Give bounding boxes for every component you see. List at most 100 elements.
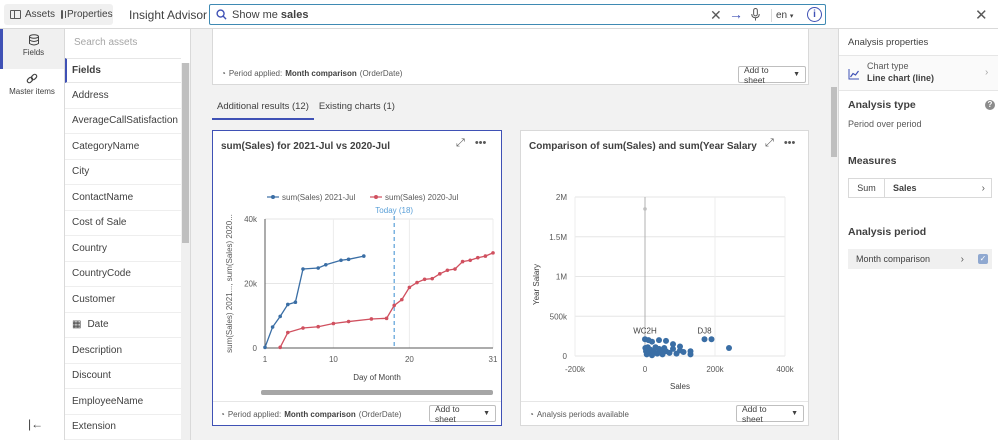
properties-button[interactable]: Properties bbox=[55, 4, 113, 25]
results-tabs: Additional results (12) Existing charts … bbox=[212, 95, 400, 120]
card-actions: ⤢ ••• bbox=[456, 137, 486, 150]
add-to-sheet-button[interactable]: Add to sheet ▼ bbox=[429, 403, 496, 424]
microphone-icon[interactable] bbox=[750, 8, 761, 21]
field-item[interactable]: Discount bbox=[65, 364, 181, 389]
chevron-right-icon[interactable]: › bbox=[960, 253, 964, 265]
period-applied-line: ◔ Period applied: Month comparison (Orde… bbox=[220, 410, 401, 419]
help-icon[interactable]: ? bbox=[985, 100, 995, 110]
data-point bbox=[726, 345, 732, 352]
legend-swatch-dot bbox=[374, 195, 378, 199]
expand-icon[interactable]: ⤢ bbox=[765, 137, 774, 149]
data-point bbox=[680, 349, 687, 356]
rail-master-items[interactable]: Master items bbox=[0, 71, 64, 111]
chevron-down-icon: ▼ bbox=[483, 410, 490, 417]
data-point bbox=[286, 302, 290, 307]
main-scrollbar[interactable] bbox=[830, 29, 838, 440]
add-to-sheet-button[interactable]: Add to sheet ▼ bbox=[736, 404, 804, 424]
language-select[interactable]: en ▾ bbox=[771, 9, 805, 22]
data-point bbox=[331, 321, 336, 326]
x-tick-label: 400k bbox=[776, 365, 794, 374]
period-value: Month comparison bbox=[285, 69, 357, 78]
data-point bbox=[407, 285, 412, 290]
add-to-sheet-label: Add to sheet bbox=[435, 403, 460, 424]
field-item[interactable]: ContactName bbox=[65, 185, 181, 211]
assets-button[interactable]: Assets bbox=[4, 4, 62, 25]
card-footer: ◔ Period applied: Month comparison (Orde… bbox=[213, 401, 501, 425]
card-actions: ⤢ ••• bbox=[765, 137, 795, 150]
info-icon[interactable]: i bbox=[807, 7, 822, 22]
y-tick-label: 1.5M bbox=[549, 233, 567, 242]
data-point bbox=[270, 325, 275, 329]
scroll-thumb[interactable] bbox=[182, 63, 189, 243]
data-point bbox=[491, 251, 495, 255]
tab-additional-results[interactable]: Additional results (12) bbox=[212, 95, 314, 120]
expand-icon[interactable]: ⤢ bbox=[456, 137, 465, 149]
chart-type-row[interactable]: Chart type Line chart (line) › bbox=[839, 55, 998, 91]
scatter-chart-card[interactable]: Comparison of sum(Sales) and sum(Year Sa… bbox=[520, 130, 809, 426]
assets-label: Assets bbox=[25, 9, 56, 20]
field-item[interactable]: CategoryName bbox=[65, 134, 181, 160]
fields-scrollbar[interactable] bbox=[181, 63, 190, 440]
x-tick-label: -200k bbox=[565, 365, 586, 374]
close-icon[interactable]: ✕ bbox=[975, 7, 988, 24]
field-item[interactable]: Cost of Sale bbox=[65, 211, 181, 236]
clear-search-icon[interactable]: ✕ bbox=[710, 7, 722, 23]
y-tick-label: 20k bbox=[244, 280, 258, 289]
period-prefix: Period applied: bbox=[228, 69, 283, 78]
x-tick-label: 1 bbox=[263, 355, 268, 364]
y-tick-label: 0 bbox=[253, 344, 258, 353]
period-applied-line: ◔ Period applied: Month comparison (Orde… bbox=[221, 69, 402, 78]
field-item[interactable]: AverageCallSatisfaction bbox=[65, 109, 181, 134]
x-tick-label: 0 bbox=[643, 365, 648, 374]
more-options-icon[interactable]: ••• bbox=[783, 137, 796, 149]
chart-title: sum(Sales) for 2021-Jul vs 2020-Jul bbox=[221, 141, 390, 152]
data-point bbox=[301, 326, 305, 330]
y-tick-label: 1M bbox=[556, 273, 567, 282]
analysis-period-value: Month comparison bbox=[856, 254, 931, 264]
search-query[interactable]: Show me sales bbox=[232, 9, 308, 21]
rail-fields[interactable]: Fields bbox=[0, 29, 64, 69]
data-point bbox=[346, 319, 351, 324]
line-chart: 0 20k 40k 1 10 20 31 sum(Sales) 2021..., sum(Sa… bbox=[225, 193, 498, 395]
data-point bbox=[286, 330, 290, 335]
analysis-periods-text: Analysis periods available bbox=[536, 410, 629, 419]
field-item[interactable]: ▦ Date bbox=[65, 313, 181, 338]
field-item[interactable]: Description bbox=[65, 338, 181, 364]
measure-sales-row[interactable]: Sum Sales › bbox=[848, 178, 992, 198]
field-item[interactable]: Country bbox=[65, 236, 181, 262]
chart-title: Comparison of sum(Sales) and sum(Year Sa… bbox=[529, 141, 757, 152]
submit-arrow-icon[interactable]: → bbox=[729, 6, 743, 22]
card-footer: ◔ Analysis periods available Add to shee… bbox=[521, 401, 808, 425]
add-to-sheet-button[interactable]: Add to sheet ▼ bbox=[738, 65, 806, 85]
field-item[interactable]: CountryCode bbox=[65, 262, 181, 287]
field-item[interactable]: Customer bbox=[65, 287, 181, 313]
tab-existing-charts[interactable]: Existing charts (1) bbox=[318, 101, 395, 112]
field-item[interactable]: Address bbox=[65, 83, 181, 109]
search-bar[interactable]: Show me sales ✕ → en ▾ i bbox=[209, 4, 826, 25]
line-chart-card[interactable]: sum(Sales) for 2021-Jul vs 2020-Jul ⤢ ••… bbox=[212, 130, 502, 426]
measure-aggregation: Sum bbox=[849, 179, 885, 197]
data-point bbox=[453, 267, 457, 271]
data-point bbox=[677, 343, 683, 350]
data-point bbox=[422, 277, 427, 282]
scroll-thumb[interactable] bbox=[831, 87, 837, 157]
analysis-type-header: Analysis type bbox=[848, 99, 916, 111]
x-tick-label: 10 bbox=[329, 355, 338, 364]
checkbox-checked-icon[interactable]: ✓ bbox=[978, 254, 988, 264]
legend-label: sum(Sales) 2021-Jul bbox=[282, 193, 356, 202]
field-label: City bbox=[72, 166, 90, 178]
data-point bbox=[708, 336, 715, 343]
data-point bbox=[278, 314, 282, 319]
more-options-icon[interactable]: ••• bbox=[474, 137, 487, 149]
field-item[interactable]: EmployeeName bbox=[65, 389, 181, 415]
search-assets-input[interactable]: Search assets bbox=[74, 37, 138, 48]
field-item[interactable]: City bbox=[65, 160, 181, 185]
field-label: Extension bbox=[72, 421, 116, 433]
main-area: ◔ Period applied: Month comparison (Orde… bbox=[191, 29, 829, 440]
field-label: Address bbox=[72, 89, 109, 101]
measures-header: Measures bbox=[848, 155, 897, 167]
left-rail: Fields Master items |← bbox=[0, 29, 65, 440]
field-item[interactable]: Extension bbox=[65, 415, 181, 440]
analysis-period-row[interactable]: Month comparison › ✓ bbox=[848, 249, 992, 269]
collapse-panel-icon[interactable]: |← bbox=[28, 417, 44, 431]
